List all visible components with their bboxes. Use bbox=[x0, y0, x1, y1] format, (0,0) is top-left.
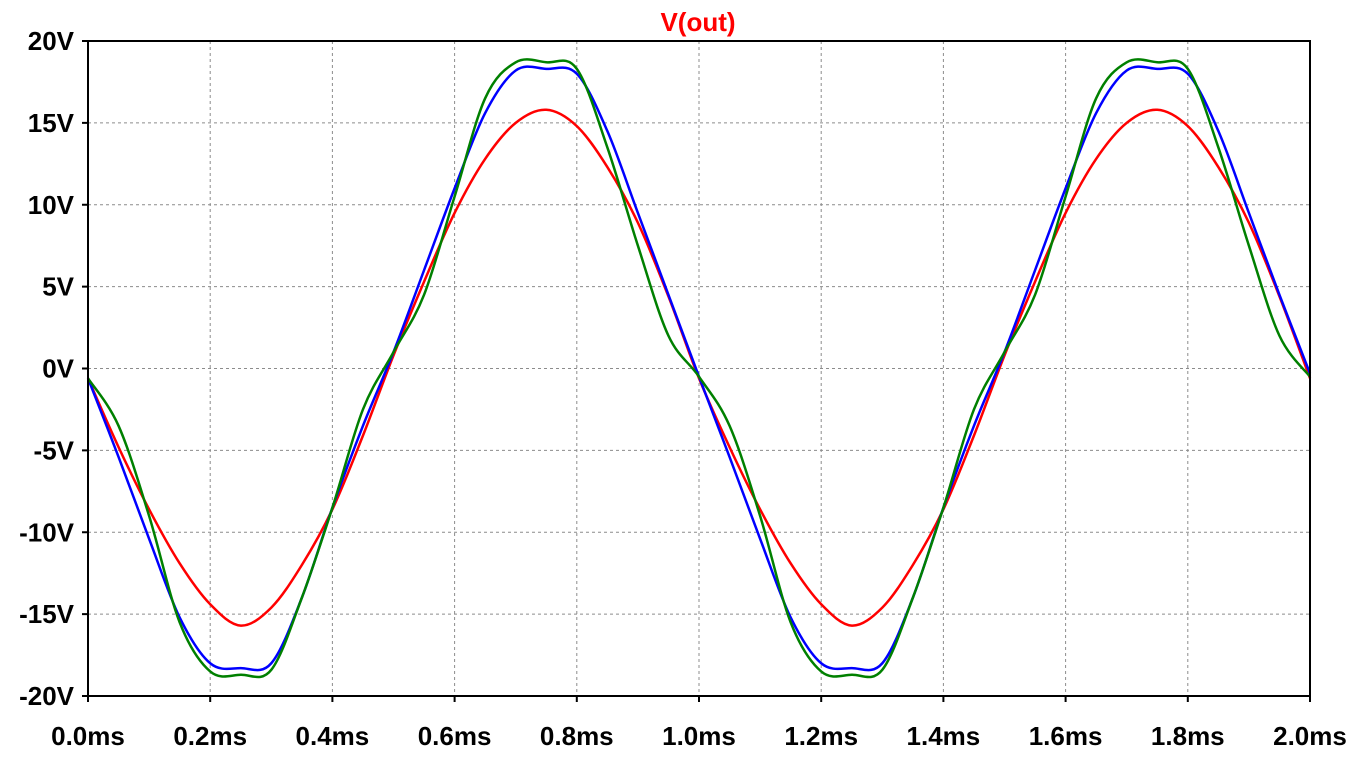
x-tick-label: 1.6ms bbox=[1029, 721, 1103, 751]
x-tick-label: 1.0ms bbox=[662, 721, 736, 751]
x-tick-label: 1.2ms bbox=[784, 721, 858, 751]
y-tick-label: -15V bbox=[19, 599, 75, 629]
x-tick-labels: 0.0ms 0.2ms 0.4ms 0.6ms 0.8ms 1.0ms 1.2ms 1.4ms… bbox=[51, 721, 1347, 751]
x-tick-label: 0.2ms bbox=[173, 721, 247, 751]
y-tick-label: -5V bbox=[34, 435, 75, 465]
x-tick-label: 0.4ms bbox=[296, 721, 370, 751]
x-tick-label: 0.8ms bbox=[540, 721, 614, 751]
y-tick-label: 20V bbox=[28, 26, 75, 56]
y-tick-label: 10V bbox=[28, 190, 75, 220]
y-tick-label: -20V bbox=[19, 681, 75, 711]
series-group bbox=[86, 58, 1312, 679]
y-tick-labels: 20V 15V 10V 5V 0V -5V -10V -15V -20V bbox=[19, 26, 75, 711]
chart-title: V(out) bbox=[660, 7, 735, 37]
x-tick-label: 1.4ms bbox=[907, 721, 981, 751]
y-tick-label: 5V bbox=[42, 272, 74, 302]
x-tick-label: 2.0ms bbox=[1273, 721, 1347, 751]
x-tick-label: 1.8ms bbox=[1151, 721, 1225, 751]
x-tick-label: 0.6ms bbox=[418, 721, 492, 751]
y-tick-label: 0V bbox=[42, 354, 74, 384]
x-tick-label: 0.0ms bbox=[51, 721, 125, 751]
tick-marks bbox=[82, 40, 1311, 702]
y-tick-label: -10V bbox=[19, 517, 75, 547]
grid-lines bbox=[88, 41, 1310, 696]
y-tick-label: 15V bbox=[28, 108, 75, 138]
series-green-line bbox=[86, 58, 1312, 679]
